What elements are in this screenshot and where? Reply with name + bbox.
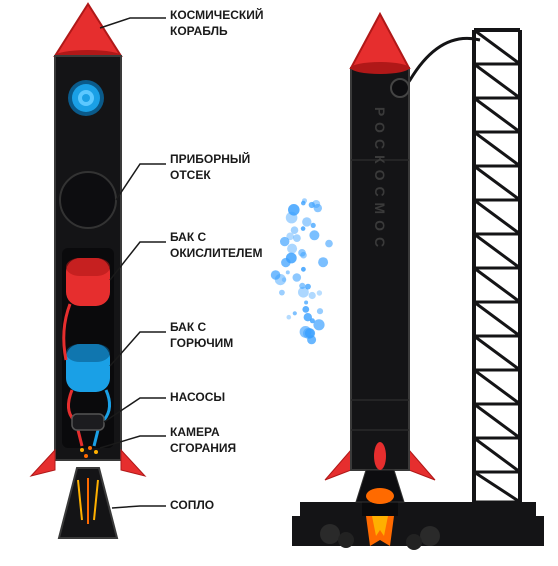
instrument-circle <box>60 172 116 228</box>
fin-right <box>121 450 145 476</box>
agency-label: РОСКОСМОС <box>372 107 388 253</box>
label-pumps: НАСОСЫ <box>170 390 225 406</box>
rocket-full: РОСКОСМОС <box>325 14 435 504</box>
label-chamber: КАМЕРА СГОРАНИЯ <box>170 425 236 456</box>
label-oxidizer: БАК С ОКИСЛИТЕЛЕМ <box>170 230 262 261</box>
launchpad <box>292 502 544 550</box>
fuel-tank <box>66 344 110 392</box>
diagram-scene: РОСКОСМОС <box>0 0 558 566</box>
service-tower <box>400 30 520 502</box>
label-fuel: БАК С ГОРЮЧИМ <box>170 320 233 351</box>
label-spacecraft: КОСМИЧЕСКИЙ КОРАБЛЬ <box>170 8 263 39</box>
fin-left <box>31 450 55 476</box>
pump <box>72 414 104 430</box>
oxidizer-tank <box>66 258 110 306</box>
rocket-cutaway <box>31 4 145 538</box>
vent-cloud <box>271 198 333 344</box>
porthole-icon <box>68 80 104 116</box>
label-nozzle: СОПЛО <box>170 498 214 514</box>
label-instrument: ПРИБОРНЫЙ ОТСЕК <box>170 152 250 183</box>
